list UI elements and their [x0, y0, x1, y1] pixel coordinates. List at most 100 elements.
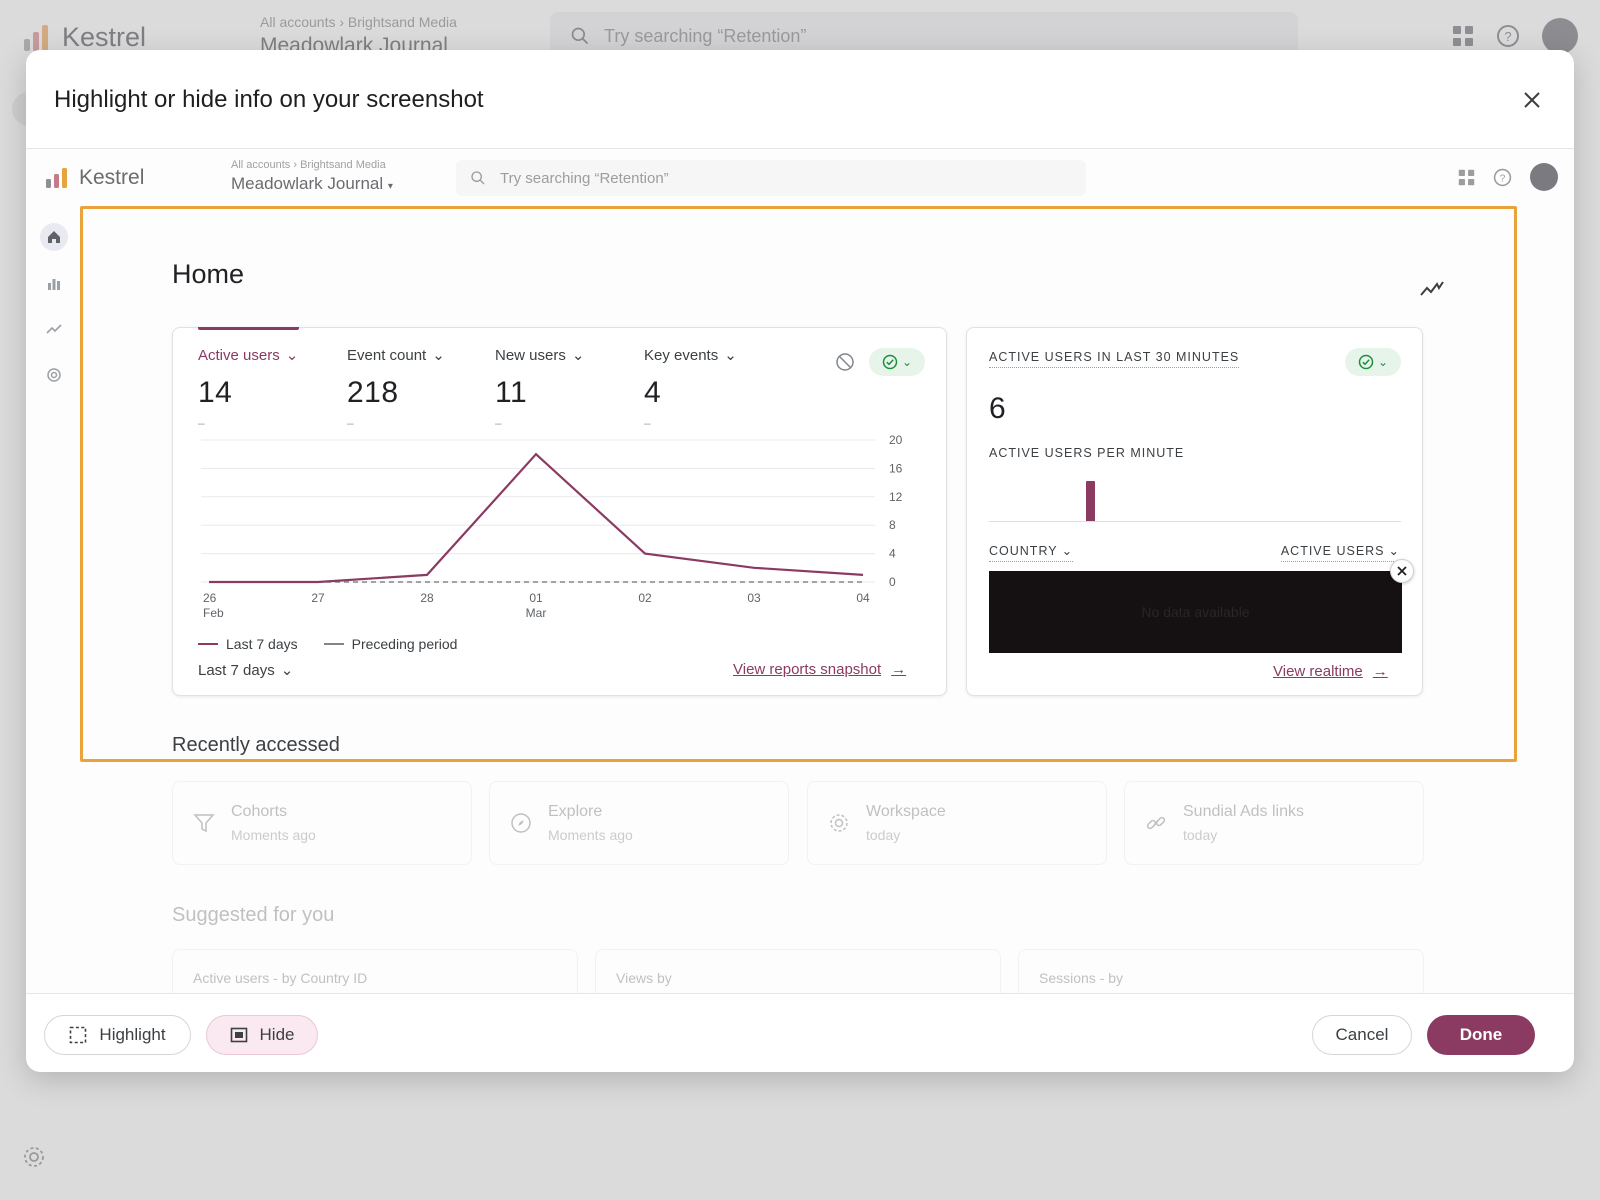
background-search-placeholder: Try searching “Retention”	[604, 25, 807, 46]
dialog-title: Highlight or hide info on your screensho…	[54, 86, 484, 113]
apps-grid-icon	[1458, 169, 1475, 185]
y-tick-label: 8	[889, 518, 896, 532]
advertising-nav-icon	[40, 361, 68, 389]
chevron-down-icon: ⌄	[724, 347, 737, 364]
remove-hidden-region-button[interactable]	[1390, 559, 1414, 583]
done-button[interactable]: Done	[1427, 1015, 1535, 1055]
legend-swatch-current	[198, 643, 218, 645]
y-tick-label: 4	[889, 547, 896, 561]
realtime-active-users-value: 6	[989, 392, 1006, 425]
hide-tool-label: Hide	[259, 1025, 295, 1044]
metric-change: –	[644, 416, 651, 430]
realtime-title: ACTIVE USERS IN LAST 30 MINUTES	[989, 350, 1240, 368]
x-tick-label: 03	[747, 591, 761, 605]
x-tick-label: 28	[420, 591, 434, 605]
metric-value: 14	[198, 376, 233, 409]
recent-item-cohorts: Cohorts Moments ago	[172, 781, 472, 865]
chevron-down-icon: ⌄	[901, 355, 913, 369]
metric-label: Event count ⌄	[347, 346, 445, 365]
app-logo-icon	[24, 24, 48, 51]
view-reports-snapshot-label: View reports snapshot	[733, 661, 882, 678]
legend-current-label: Last 7 days	[226, 636, 298, 652]
settings-gear-icon	[24, 1147, 44, 1167]
country-column-selector[interactable]: COUNTRY ⌄	[989, 543, 1074, 562]
screenshot-preview[interactable]: Kestrel All accounts › Brightsand Media …	[26, 149, 1574, 993]
background-breadcrumb-path: All accounts › Brightsand Media	[260, 14, 457, 30]
close-icon	[1524, 92, 1540, 108]
view-realtime-link[interactable]: View realtime →	[1273, 663, 1388, 680]
preview-search-placeholder: Try searching “Retention”	[500, 169, 669, 187]
recent-item-name: Workspace	[866, 803, 946, 820]
country-column-label: COUNTRY	[989, 543, 1058, 558]
background-top-actions: ?	[1452, 18, 1578, 54]
highlight-tool-button[interactable]: Highlight	[44, 1015, 191, 1055]
active-users-column-selector[interactable]: ACTIVE USERS ⌄	[1280, 543, 1400, 562]
active-metric-indicator	[198, 327, 299, 330]
metric-tab-new-users[interactable]: New users ⌄ 11 –	[495, 346, 584, 431]
chevron-down-icon: ⌄	[280, 662, 294, 679]
preview-property-name: Meadowlark Journal ▾	[231, 174, 393, 194]
suggested-title: Suggested for you	[172, 904, 335, 926]
chevron-down-icon: ⌄	[1388, 544, 1400, 558]
preview-avatar	[1530, 163, 1558, 191]
metric-label: New users ⌄	[495, 346, 584, 365]
realtime-status-button[interactable]: ⌄	[1345, 348, 1401, 376]
legend-previous-label: Preceding period	[351, 636, 458, 652]
recently-accessed-title: Recently accessed	[172, 734, 340, 756]
help-icon: ?	[1497, 25, 1519, 47]
highlight-select-icon	[70, 1026, 87, 1044]
background-app-logo: Kestrel	[24, 22, 146, 53]
metric-value: 4	[644, 376, 662, 409]
preview-breadcrumb: All accounts › Brightsand Media Meadowla…	[231, 159, 393, 194]
recent-item-time: Moments ago	[231, 827, 316, 843]
data-quality-status-button[interactable]: ⌄	[869, 348, 925, 376]
dropdown-caret-icon: ▾	[387, 181, 393, 192]
metric-tab-active-users[interactable]: Active users ⌄ 14 –	[198, 346, 298, 431]
apps-grid-icon	[1453, 26, 1473, 46]
date-range-label: Last 7 days	[198, 661, 275, 679]
date-range-selector[interactable]: Last 7 days ⌄	[198, 661, 294, 680]
preview-top-actions: ?	[1458, 163, 1558, 191]
svg-text:?: ?	[1500, 173, 1506, 184]
y-tick-label: 20	[889, 433, 903, 447]
y-tick-label: 16	[889, 461, 903, 475]
suggested-card: Views by	[595, 949, 1001, 993]
footer-divider	[26, 993, 1574, 994]
check-circle-icon	[1358, 354, 1374, 370]
legend-current: Last 7 days	[198, 636, 298, 652]
recent-item-time: today	[1183, 827, 1218, 843]
chevron-down-icon: ⌄	[1377, 355, 1389, 369]
check-circle-icon	[882, 354, 898, 370]
per-minute-bar	[1086, 481, 1096, 521]
legend-previous: Preceding period	[323, 636, 458, 652]
preview-property-label: Meadowlark Journal	[231, 174, 384, 193]
recent-item-time: today	[866, 827, 901, 843]
hidden-region[interactable]: No data available	[989, 571, 1402, 653]
chart-legend: Last 7 days Preceding period	[198, 636, 457, 652]
search-icon	[571, 27, 589, 45]
preview-top-bar: Kestrel All accounts › Brightsand Media …	[26, 149, 1574, 209]
metric-value: 218	[347, 376, 399, 409]
metric-tab-event-count[interactable]: Event count ⌄ 218 –	[347, 346, 445, 431]
screenshot-editor-dialog: Highlight or hide info on your screensho…	[26, 50, 1574, 1072]
app-logo-icon	[46, 168, 67, 188]
close-button[interactable]	[1512, 80, 1552, 120]
metric-label: Key events ⌄	[644, 346, 737, 365]
link-icon	[1146, 816, 1166, 830]
recent-item-name: Sundial Ads links	[1183, 803, 1304, 820]
x-tick-label: 27	[311, 591, 325, 605]
compare-off-icon[interactable]	[835, 352, 855, 372]
metric-label-text: New users	[495, 346, 566, 364]
cancel-button[interactable]: Cancel	[1312, 1015, 1412, 1055]
overview-card: Active users ⌄ 14 – Event count ⌄ 218 – Ne…	[172, 327, 947, 696]
hide-box-icon	[230, 1027, 247, 1043]
metric-tab-key-events[interactable]: Key events ⌄ 4 –	[644, 346, 737, 431]
metric-value: 11	[495, 376, 528, 409]
hide-tool-button[interactable]: Hide	[206, 1015, 318, 1055]
svg-text:?: ?	[1504, 29, 1511, 44]
x-tick-label: Mar	[526, 606, 547, 618]
funnel-icon	[193, 814, 215, 833]
view-realtime-label: View realtime	[1273, 663, 1363, 680]
view-reports-snapshot-link[interactable]: View reports snapshot →	[733, 661, 906, 678]
